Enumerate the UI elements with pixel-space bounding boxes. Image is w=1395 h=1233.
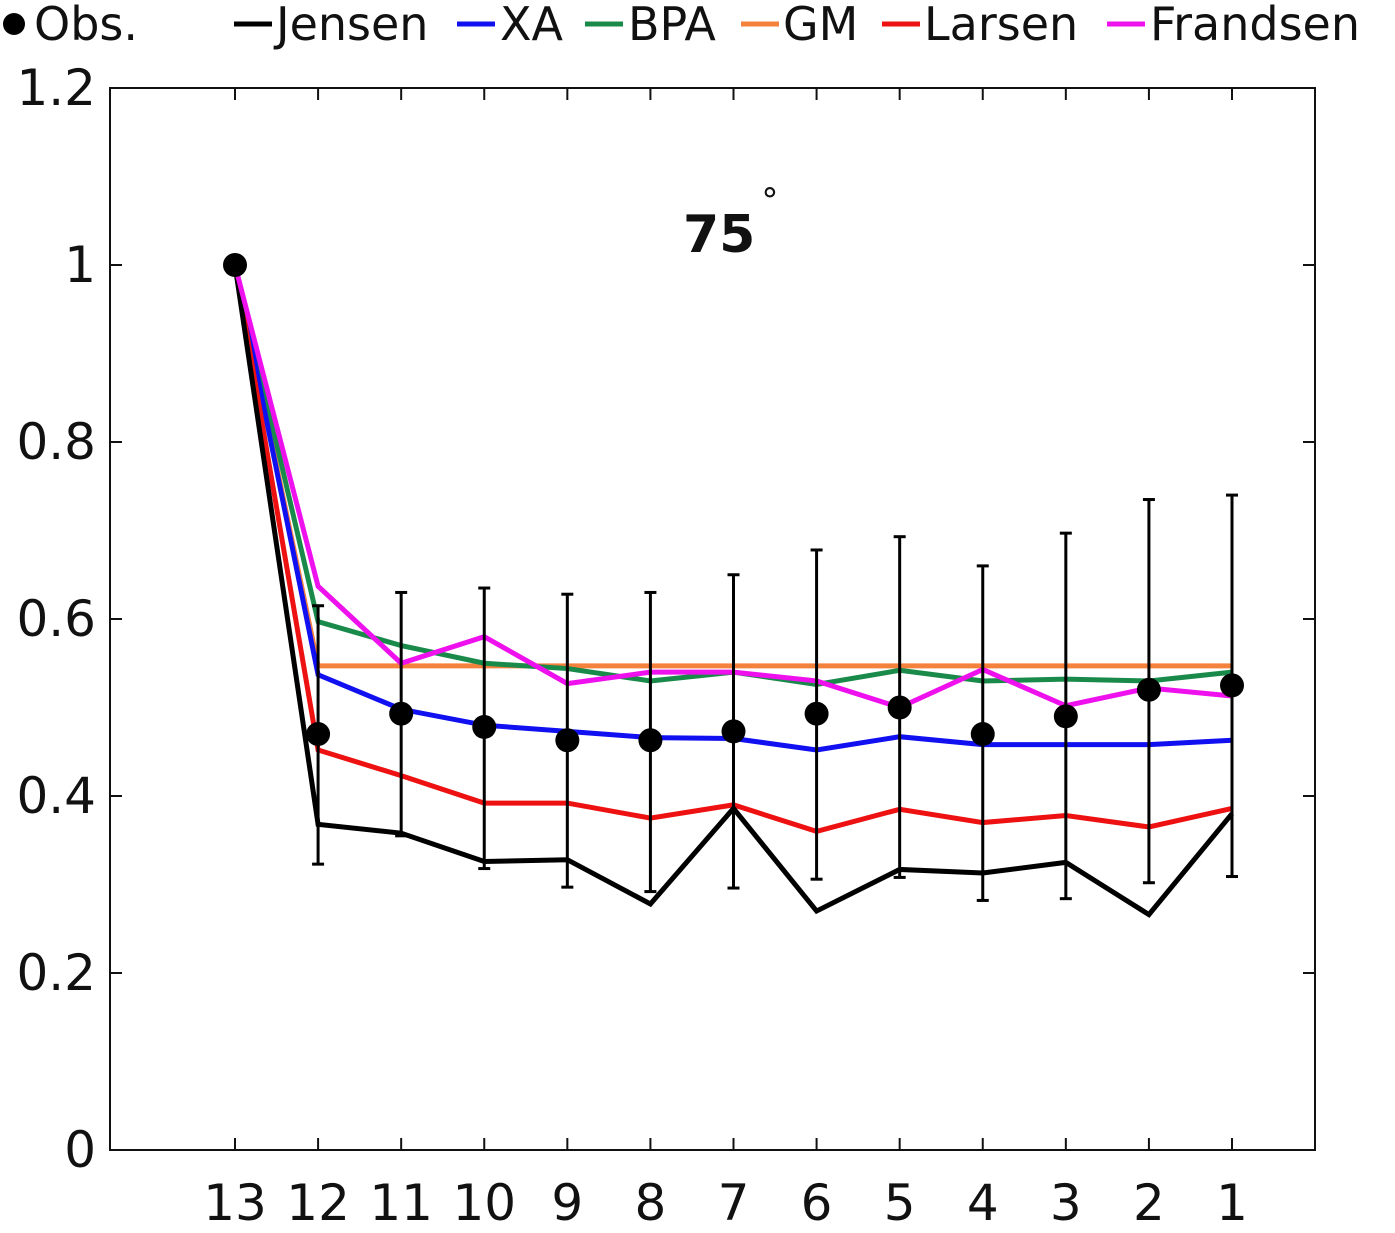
legend-label-gm: GM bbox=[783, 0, 858, 51]
legend-label-jensen: Jensen bbox=[273, 0, 428, 51]
observed-point bbox=[638, 728, 663, 753]
x-tick-label: 1 bbox=[1216, 1174, 1248, 1232]
observed-point bbox=[306, 722, 331, 747]
observed-point bbox=[804, 701, 829, 726]
y-tick-label: 0.2 bbox=[16, 944, 96, 1002]
observed-point bbox=[1220, 673, 1244, 698]
y-tick-label: 0.6 bbox=[16, 590, 96, 648]
y-tick-label: 0 bbox=[64, 1121, 96, 1179]
x-tick-label: 3 bbox=[1050, 1174, 1082, 1232]
legend-marker-obs bbox=[3, 13, 25, 35]
x-tick-label: 12 bbox=[286, 1174, 350, 1232]
x-tick-label: 2 bbox=[1133, 1174, 1165, 1232]
legend-label-xa: XA bbox=[500, 0, 564, 51]
angle-annotation: 75° bbox=[683, 181, 778, 265]
observed-point bbox=[1053, 704, 1078, 729]
observed-point bbox=[472, 714, 497, 739]
x-tick-label: 6 bbox=[801, 1174, 833, 1232]
legend-label-obs: Obs. bbox=[34, 0, 138, 51]
observed-point bbox=[887, 695, 912, 720]
legend-label-bpa: BPA bbox=[628, 0, 716, 51]
y-tick-label: 1 bbox=[64, 236, 96, 294]
y-tick-label: 0.4 bbox=[16, 767, 96, 825]
legend-label-larsen: Larsen bbox=[924, 0, 1078, 51]
x-tick-label: 7 bbox=[718, 1174, 750, 1232]
x-tick-label: 9 bbox=[551, 1174, 583, 1232]
observed-point bbox=[1136, 677, 1161, 702]
x-tick-label: 4 bbox=[967, 1174, 999, 1232]
observed-point bbox=[970, 722, 995, 747]
observed-point bbox=[721, 719, 746, 744]
x-tick-label: 10 bbox=[452, 1174, 516, 1232]
legend-label-frandsen: Frandsen bbox=[1150, 0, 1360, 51]
observed-point bbox=[223, 253, 247, 277]
x-tick-label: 13 bbox=[203, 1174, 267, 1232]
legend: Obs. Jensen XA BPA GM Larsen Frandsen bbox=[3, 0, 1360, 51]
x-tick-label: 11 bbox=[369, 1174, 433, 1232]
observed-point bbox=[389, 701, 414, 726]
y-tick-label: 0.8 bbox=[16, 413, 96, 471]
x-tick-label: 5 bbox=[884, 1174, 916, 1232]
observed-points bbox=[223, 253, 1244, 753]
observed-point bbox=[555, 728, 580, 753]
axis-ticks: 00.20.40.60.811.213 12 11 10 9 8 7 6 5 4 3 2 1 bbox=[16, 59, 1315, 1232]
x-tick-label: 8 bbox=[635, 1174, 667, 1232]
y-tick-label: 1.2 bbox=[16, 59, 96, 117]
